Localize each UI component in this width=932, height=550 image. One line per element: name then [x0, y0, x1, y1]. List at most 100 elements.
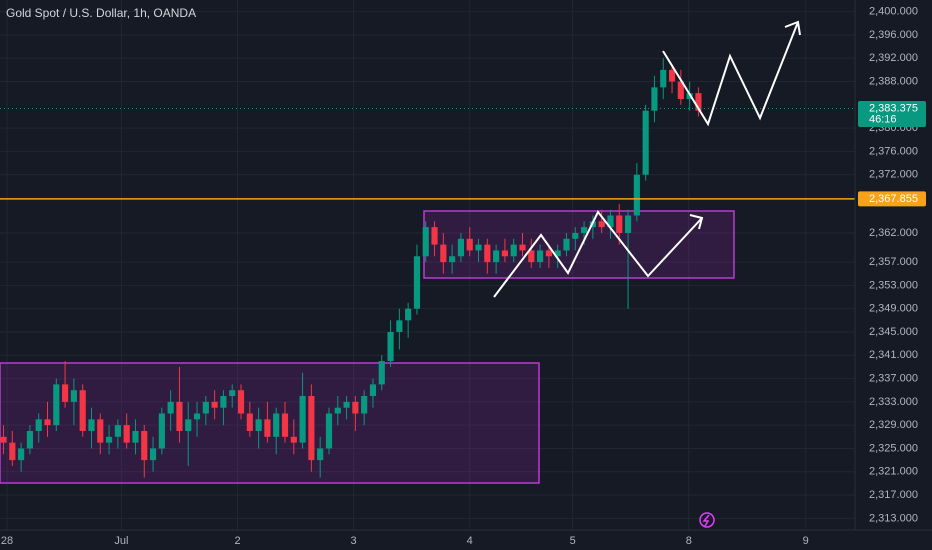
event-icon-bolt: [702, 514, 710, 527]
candle-body: [18, 448, 25, 461]
candle-body: [317, 448, 324, 461]
y-tick-label: 2,362.000: [869, 227, 918, 239]
candle-body: [290, 436, 297, 443]
candle-body: [466, 238, 473, 251]
candle-body: [510, 244, 517, 257]
candle-body: [176, 401, 183, 431]
y-tick-label: 2,317.000: [869, 489, 918, 501]
candle-body: [413, 256, 421, 309]
x-tick-label: 5: [570, 535, 576, 547]
x-tick-label: 4: [467, 535, 473, 547]
x-tick-label: 2: [234, 535, 240, 547]
candle-body: [695, 93, 702, 111]
candle-body: [528, 250, 535, 263]
candle-body: [211, 401, 218, 408]
price-label-box: [858, 100, 926, 127]
candle-body: [35, 419, 42, 431]
projection-path: [493, 210, 703, 298]
candle-body: [493, 250, 500, 263]
candle-body: [677, 81, 684, 100]
candle-body: [545, 250, 552, 257]
candle-body: [475, 244, 482, 251]
y-tick-label: 2,329.000: [869, 419, 918, 431]
candle-body: [554, 250, 561, 257]
price-label-box: [858, 191, 926, 207]
candle-body: [440, 244, 447, 263]
candle-body: [70, 390, 77, 402]
event-icon[interactable]: [699, 512, 715, 528]
candle-body: [281, 413, 289, 437]
candle-body: [616, 215, 623, 233]
x-tick-label: 3: [351, 535, 357, 547]
candle-body: [624, 215, 632, 233]
candle-body: [123, 425, 130, 443]
x-tick-label: 28: [1, 535, 13, 547]
y-tick-label: 2,392.000: [869, 52, 918, 64]
y-tick-label: 2,400.000: [869, 6, 918, 18]
candle-body: [79, 390, 86, 431]
y-tick-label: 2,321.000: [869, 466, 918, 478]
candle-body: [185, 419, 192, 431]
candle-body: [668, 69, 676, 82]
x-tick-label: 9: [803, 535, 809, 547]
candle-body: [202, 401, 209, 414]
candle-body: [246, 413, 253, 431]
candle-body: [193, 413, 201, 420]
candle-body: [607, 215, 614, 228]
candle-body: [158, 413, 165, 449]
candle-body: [264, 419, 271, 437]
candle-body: [369, 384, 377, 397]
candle-body: [44, 419, 51, 426]
candle-body: [255, 419, 262, 431]
y-tick-label: 2,372.000: [869, 169, 918, 181]
candle-body: [396, 320, 403, 332]
candle-body: [53, 384, 60, 426]
arrow-head: [689, 214, 704, 230]
candle-body: [422, 227, 429, 257]
candle-body: [220, 396, 227, 408]
candle-body: [431, 227, 438, 245]
candle-body: [580, 227, 588, 233]
chart-title: Gold Spot / U.S. Dollar, 1h, OANDA: [6, 6, 196, 20]
candle-body: [26, 430, 33, 449]
axes: 2,400.000 2,396.000 2,392.000 2,388.000 2,38…: [1, 6, 926, 547]
price-label: 2,367.855: [869, 193, 918, 205]
candle-body: [325, 413, 333, 449]
candle-body: [149, 448, 157, 461]
candle-body: [598, 221, 605, 228]
range-box: [423, 210, 735, 279]
y-tick-label: 2,357.000: [869, 256, 918, 268]
candle-body: [449, 256, 456, 263]
candle-body: [229, 390, 236, 397]
y-tick-label: 2,337.000: [869, 372, 918, 384]
projection-path: [662, 21, 799, 127]
candle-body: [167, 401, 174, 414]
arrow-head: [784, 20, 801, 36]
candle-body: [387, 331, 394, 362]
grid: [0, 0, 855, 530]
candle-body: [273, 413, 280, 437]
candle-body: [299, 396, 306, 443]
candle-body: [484, 244, 491, 263]
candle-body: [114, 425, 121, 437]
candle-body: [633, 174, 640, 216]
candle-body: [343, 401, 350, 408]
y-tick-label: 2,388.000: [869, 75, 918, 87]
candle-body: [334, 407, 341, 414]
y-tick-label: 2,376.000: [869, 145, 918, 157]
candle-body: [519, 244, 526, 251]
x-tick-label: Jul: [114, 535, 128, 547]
y-tick-label: 2,313.000: [869, 512, 918, 524]
candle-body: [572, 232, 579, 239]
x-tick-label: 8: [686, 535, 692, 547]
candle-body: [563, 238, 570, 251]
price-label: 2,383.375: [869, 102, 918, 114]
candle-body: [457, 238, 465, 257]
candle-body: [0, 436, 7, 443]
candle-body: [237, 390, 245, 414]
candle-body: [9, 442, 16, 461]
y-tick-label: 2,349.000: [869, 303, 918, 315]
candle-body: [97, 419, 104, 443]
candle-body: [651, 87, 658, 111]
